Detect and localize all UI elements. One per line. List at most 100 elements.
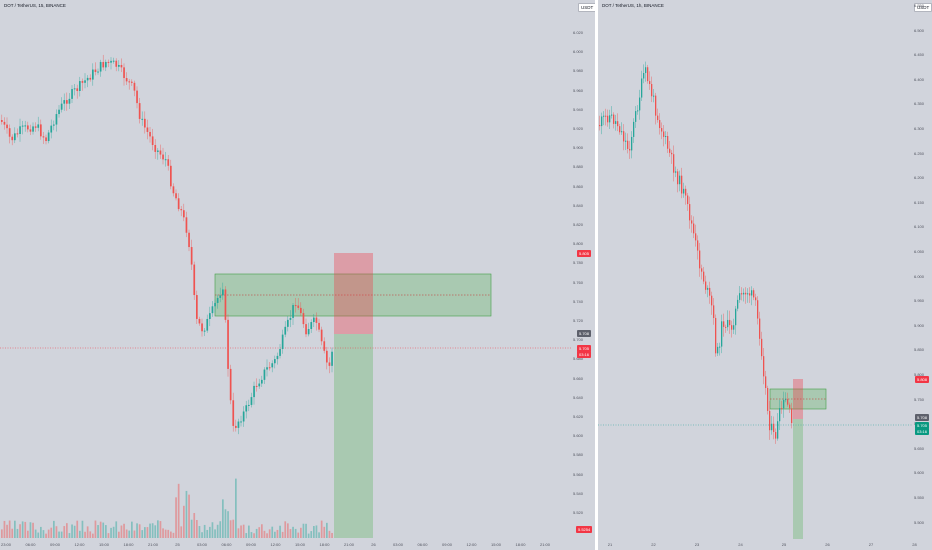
price-axis-label: 5.520 — [573, 510, 584, 515]
candle-body — [689, 204, 691, 221]
volume-bar — [123, 523, 125, 538]
right-stop-price-tag: 5.808 — [915, 376, 930, 383]
candle-body — [657, 115, 659, 121]
volume-bar — [203, 524, 206, 538]
candle-body — [749, 293, 751, 296]
volume-bar — [141, 530, 144, 538]
candle-body — [24, 125, 27, 127]
volume-bar — [196, 520, 198, 538]
candle-body — [196, 295, 198, 319]
volume-bar — [255, 528, 258, 538]
candle-body — [323, 341, 326, 351]
volume-bar — [232, 519, 235, 538]
time-axis-label: 21:00 — [147, 542, 159, 547]
volume-bar — [154, 525, 157, 538]
right-countdown-tag: 03:16 — [915, 428, 930, 435]
candle-body — [81, 81, 84, 83]
volume-bar — [118, 531, 120, 538]
candle-body — [89, 77, 92, 80]
volume-bar — [320, 520, 323, 538]
volume-bar — [110, 527, 112, 538]
candle-body — [235, 425, 237, 428]
candle-body — [305, 324, 307, 335]
price-axis-label: 5.900 — [914, 322, 925, 328]
candle-body — [667, 136, 669, 149]
pane-divider[interactable] — [595, 0, 598, 550]
candle-body — [627, 140, 629, 149]
volume-bar — [216, 524, 219, 538]
price-axis-label: 5.940 — [573, 106, 584, 112]
volume-bar — [47, 529, 50, 538]
candle-body — [315, 317, 318, 323]
candle-body — [709, 287, 711, 296]
candle-body — [673, 154, 675, 173]
candle-body — [731, 325, 733, 330]
candle-body — [287, 319, 289, 327]
volume-bar — [323, 526, 326, 538]
time-axis-label: 06:00 — [25, 542, 36, 547]
volume-bar — [94, 520, 97, 538]
candle-body — [713, 305, 715, 318]
candle-body — [42, 136, 45, 138]
volume-bar — [19, 524, 21, 538]
price-axis-label: 5.900 — [573, 145, 584, 151]
volume-bar — [53, 520, 55, 538]
volume-bar — [71, 524, 73, 538]
volume-bar — [55, 526, 58, 538]
volume-bar — [86, 526, 89, 538]
candle-body — [37, 124, 40, 128]
volume-bar — [240, 525, 242, 538]
left-price-axis[interactable]: 6.020 6.000 5.980 5.960 5.940 5.920 5.900 5.880… — [571, 0, 595, 550]
stop-loss-zone — [334, 253, 373, 334]
candle-body — [711, 295, 713, 306]
candle-body — [721, 321, 723, 347]
volume-bar — [250, 532, 253, 538]
candle-body — [725, 326, 727, 328]
time-axis-label: 25 — [781, 542, 787, 547]
volume-bar — [183, 505, 185, 538]
candle-body — [663, 131, 665, 137]
price-axis-label: 5.950 — [914, 298, 925, 304]
volume-bar — [318, 532, 320, 538]
take-profit-zone — [793, 419, 803, 539]
candle-body — [112, 60, 115, 62]
volume-bar — [268, 529, 271, 538]
volume-bar — [326, 522, 328, 538]
candle-body — [781, 408, 783, 410]
volume-bar — [263, 530, 266, 538]
volume-bar — [177, 483, 180, 538]
candle-body — [707, 287, 709, 290]
time-axis-label: 27 — [868, 542, 874, 547]
right-chart-pane[interactable]: DOT / TetherUS, 1h, BINANCE USDT 6.550 6.… — [598, 0, 932, 550]
volume-bar — [138, 524, 141, 538]
volume-bar — [180, 526, 183, 538]
candle-body — [737, 299, 739, 309]
volume-bar — [235, 478, 237, 538]
right-price-axis[interactable]: 6.550 6.500 6.450 6.400 6.350 6.300 6.250 6.200… — [912, 0, 932, 550]
volume-bar — [133, 530, 136, 538]
candle-body — [271, 363, 274, 368]
left-chart-pane[interactable]: DOT / TetherUS, 15, BINANCE USDT 6.020 6.… — [0, 0, 595, 550]
candle-body — [331, 351, 333, 366]
volume-bar — [16, 528, 19, 538]
volume-bar — [229, 520, 232, 538]
candle-body — [232, 400, 235, 426]
take-profit-zone — [334, 334, 373, 538]
time-axis-label: 09:00 — [49, 542, 61, 547]
volume-bar — [222, 499, 224, 538]
price-axis-label: 5.540 — [573, 490, 584, 496]
volume-bar — [107, 533, 110, 538]
right-price-chart[interactable] — [598, 0, 932, 550]
candle-body — [310, 322, 313, 330]
candle-body — [27, 125, 29, 130]
volume-bar — [125, 529, 128, 538]
candle-body — [785, 399, 787, 401]
volume-bar — [149, 523, 151, 538]
volume-bar — [115, 521, 118, 538]
price-axis-label: 6.000 — [573, 49, 584, 55]
left-currency-button[interactable]: USDT — [578, 3, 595, 12]
candle-body — [276, 355, 279, 360]
volume-bar — [21, 521, 24, 538]
candle-body — [691, 220, 693, 224]
left-price-chart[interactable] — [0, 0, 595, 550]
